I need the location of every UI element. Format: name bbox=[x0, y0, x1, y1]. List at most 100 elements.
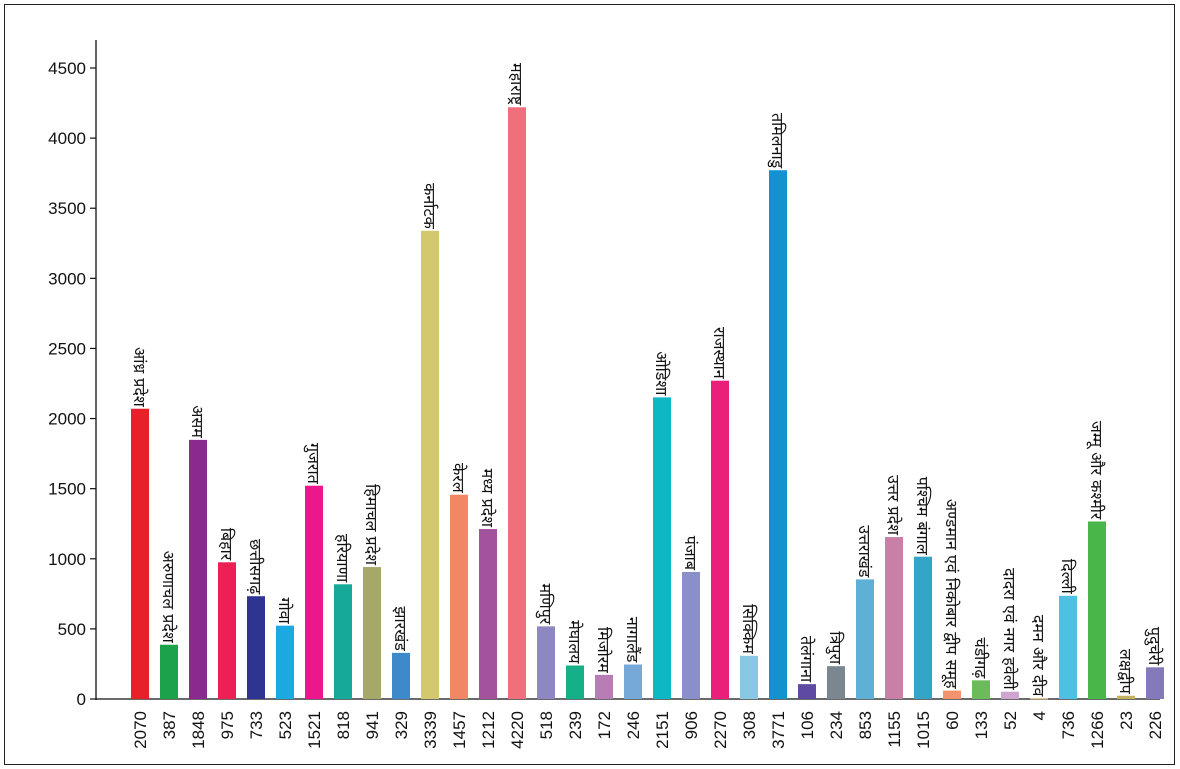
bar bbox=[218, 562, 236, 699]
bar bbox=[1146, 667, 1164, 699]
bar bbox=[131, 408, 149, 699]
bar-category-label: त्रिपुरा bbox=[825, 631, 845, 665]
bar bbox=[711, 380, 729, 699]
bar-value-label: 308 bbox=[740, 711, 759, 739]
bar-value-label: 226 bbox=[1146, 711, 1165, 739]
bar-category-label: बिहार bbox=[217, 528, 236, 561]
bar-category-label: गुजरात bbox=[303, 443, 323, 485]
bar-value-label: 523 bbox=[276, 711, 295, 739]
bar-category-label: पुदुचेरी bbox=[1144, 627, 1164, 666]
bar bbox=[914, 556, 932, 699]
bar bbox=[305, 485, 323, 699]
bar-category-label: दादरा एवं नगर हवेली bbox=[1000, 568, 1019, 690]
bar-value-label: 1212 bbox=[479, 711, 498, 749]
bar bbox=[1059, 595, 1077, 699]
bar-value-label: 1266 bbox=[1088, 711, 1107, 749]
bar bbox=[1117, 695, 1135, 699]
y-tick-label: 2500 bbox=[48, 339, 86, 358]
bar-category-label: दिल्ली bbox=[1058, 559, 1077, 595]
bar bbox=[885, 537, 903, 699]
bar bbox=[421, 230, 439, 699]
bar-category-label: महाराष्ट्र bbox=[507, 63, 526, 106]
bar bbox=[160, 644, 178, 699]
y-tick-label: 4000 bbox=[48, 129, 86, 148]
bar bbox=[1001, 691, 1019, 699]
bar-value-label: 736 bbox=[1059, 711, 1078, 739]
bar-value-label: 23 bbox=[1117, 711, 1136, 730]
bar-category-label: पंजाब bbox=[681, 536, 700, 571]
bar-value-label: 941 bbox=[363, 711, 382, 739]
bar bbox=[769, 170, 787, 700]
bar bbox=[479, 529, 497, 699]
bar-value-label: 4 bbox=[1030, 711, 1049, 720]
bar bbox=[972, 680, 990, 699]
bar-category-label: तमिलनाडु bbox=[767, 113, 787, 169]
bar-value-label: 1521 bbox=[305, 711, 324, 749]
bar-value-label: 246 bbox=[624, 711, 643, 739]
bar-category-label: नागालैंड bbox=[623, 617, 642, 663]
bar-category-label: तेलंगाना bbox=[797, 636, 816, 683]
bar bbox=[247, 596, 265, 699]
bar-value-label: 3339 bbox=[421, 711, 440, 749]
bar-category-label: हिमाचल प्रदेश bbox=[362, 484, 381, 566]
y-tick-label: 1500 bbox=[48, 480, 86, 499]
bar-value-label: 133 bbox=[972, 711, 991, 739]
bar-value-label: 172 bbox=[595, 711, 614, 739]
bar-category-label: अण्डमान एवं निकोबार द्वीप समूह bbox=[941, 499, 961, 689]
bar-value-label: 906 bbox=[682, 711, 701, 739]
y-tick-label: 0 bbox=[77, 690, 86, 709]
bar bbox=[189, 439, 207, 699]
bar-value-label: 387 bbox=[160, 711, 179, 739]
bar-value-label: 1848 bbox=[189, 711, 208, 749]
y-tick-label: 3500 bbox=[48, 199, 86, 218]
bar bbox=[798, 684, 816, 699]
bar-value-label: 975 bbox=[218, 711, 237, 739]
bar-value-label: 52 bbox=[1001, 711, 1020, 730]
bar bbox=[566, 665, 584, 699]
bar bbox=[682, 571, 700, 699]
y-tick-label: 3000 bbox=[48, 269, 86, 288]
bar-category-label: सिक्किम bbox=[739, 604, 758, 654]
bar-category-label: केरल bbox=[449, 463, 468, 494]
bar-value-label: 1155 bbox=[885, 711, 904, 748]
bar-category-label: आंध्र प्रदेश bbox=[130, 347, 149, 408]
bar-value-label: 2070 bbox=[131, 711, 150, 749]
bar-category-label: कर्नाटक bbox=[420, 183, 439, 229]
bar-category-label: मेघालय bbox=[565, 620, 584, 664]
bar-value-label: 853 bbox=[856, 711, 875, 739]
bar-category-label: दमन और दीव bbox=[1029, 615, 1048, 698]
bar bbox=[653, 397, 671, 699]
bar bbox=[508, 107, 526, 700]
bar bbox=[392, 652, 410, 699]
bar-category-label: अरुणाचल प्रदेश bbox=[159, 551, 178, 644]
bar-value-label: 329 bbox=[392, 711, 411, 739]
bar bbox=[334, 584, 352, 699]
y-tick-label: 4500 bbox=[48, 59, 86, 78]
bar-value-label: 2151 bbox=[653, 711, 672, 749]
bar-category-label: छत्तीसगढ़ bbox=[246, 539, 265, 595]
bar-value-label: 1457 bbox=[450, 711, 469, 749]
bar-value-label: 60 bbox=[943, 711, 962, 730]
bar bbox=[595, 674, 613, 699]
bar bbox=[1030, 698, 1048, 700]
bar-category-label: हरियाणा bbox=[333, 534, 352, 583]
bar bbox=[450, 494, 468, 699]
bar bbox=[1088, 521, 1106, 699]
bar-category-label: उत्तराखंड bbox=[855, 525, 874, 578]
bar-value-label: 518 bbox=[537, 711, 556, 739]
bar-value-label: 2270 bbox=[711, 711, 730, 749]
bar-category-label: चंडीगढ़ bbox=[971, 637, 990, 679]
bar-value-label: 1015 bbox=[914, 711, 933, 749]
y-tick-label: 500 bbox=[58, 620, 86, 639]
bar-category-label: ओडिशा bbox=[652, 351, 671, 396]
bar-category-label: मध्य प्रदेश bbox=[478, 469, 497, 529]
bar-category-label: मिजोरम bbox=[594, 627, 613, 673]
bar bbox=[624, 664, 642, 699]
bar bbox=[827, 666, 845, 699]
bar-category-label: जम्मू और कश्मीर bbox=[1086, 421, 1106, 520]
bar-value-label: 818 bbox=[334, 711, 353, 739]
chart-frame bbox=[4, 4, 1175, 765]
bar-category-label: गोवा bbox=[275, 597, 294, 624]
bar-category-label: राजस्थान bbox=[710, 327, 729, 380]
